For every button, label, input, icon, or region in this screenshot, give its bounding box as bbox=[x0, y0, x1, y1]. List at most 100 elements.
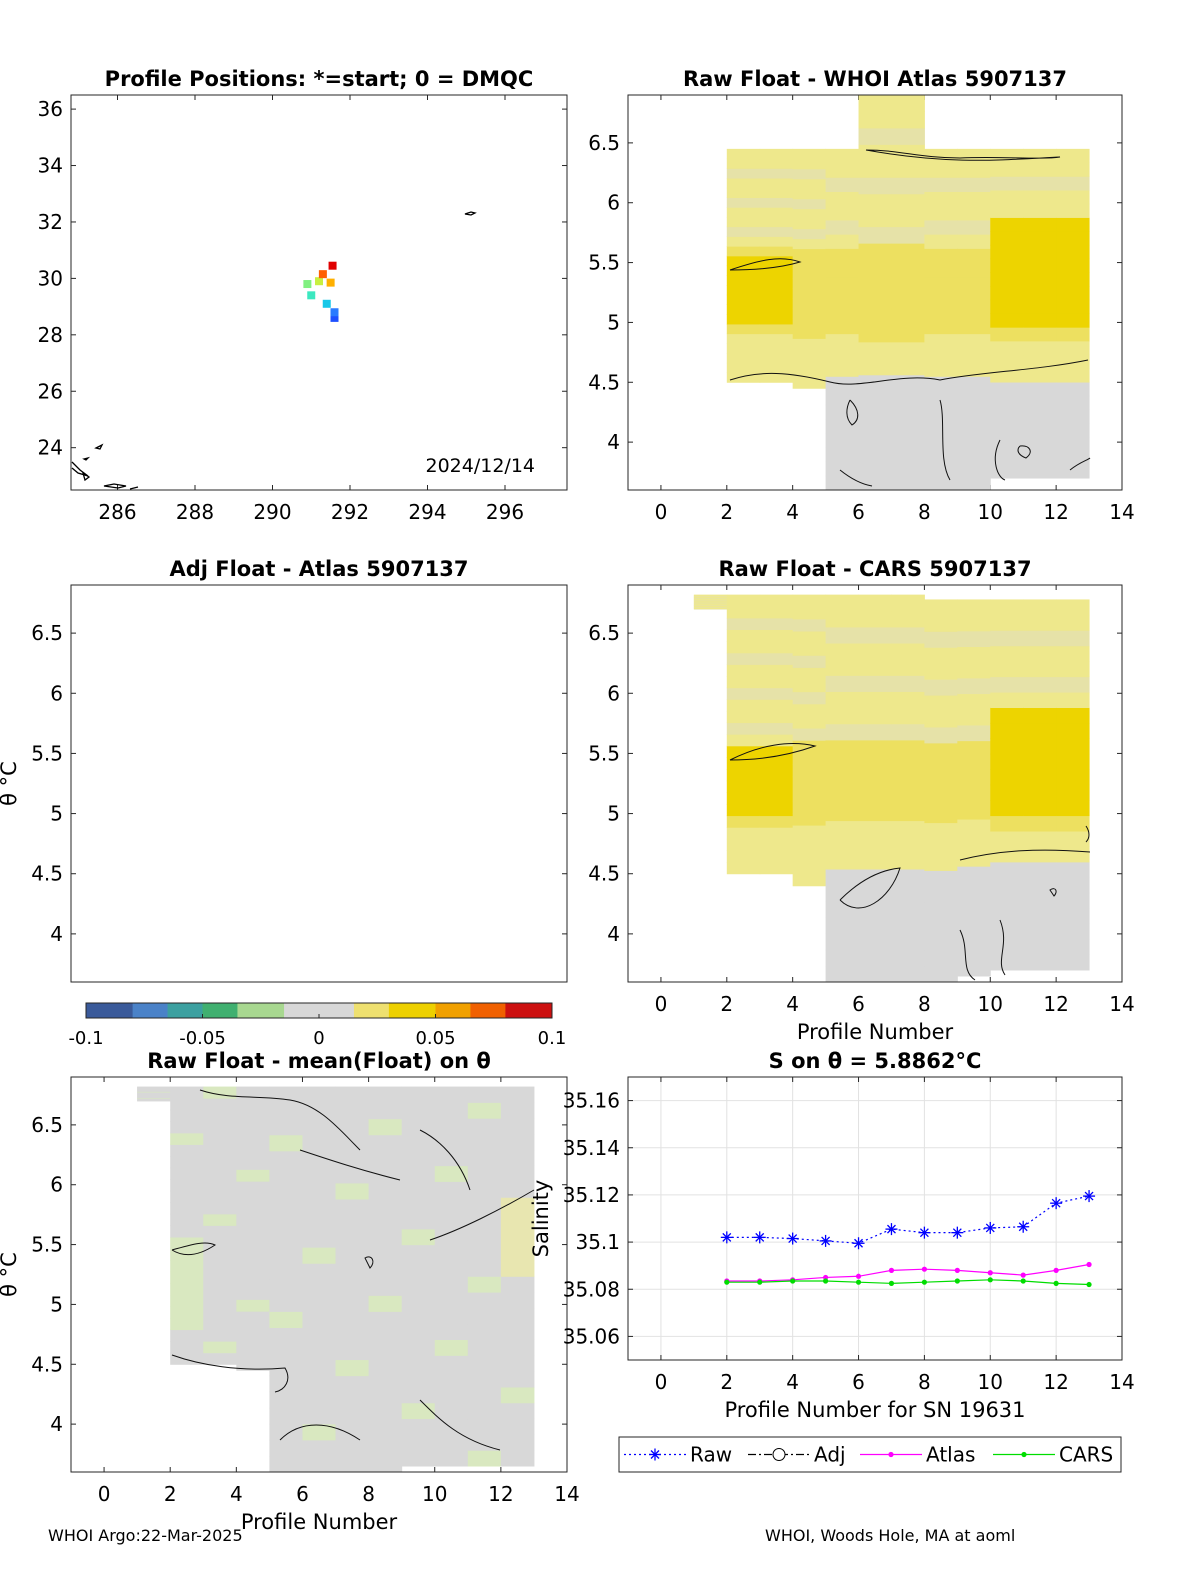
heatmap-cell bbox=[269, 1182, 303, 1200]
heatmap-cell bbox=[335, 1423, 370, 1441]
heatmap-cell bbox=[170, 1213, 204, 1226]
contour-line bbox=[1017, 445, 1031, 459]
data-point-cars bbox=[1020, 1278, 1026, 1284]
heatmap-cell bbox=[137, 1094, 171, 1097]
heatmap-cell bbox=[924, 291, 958, 306]
heatmap-cell bbox=[792, 158, 827, 170]
colorbar-tick-label: 0.05 bbox=[415, 1028, 455, 1049]
y-tick-label: 5 bbox=[607, 802, 620, 826]
heatmap-cell bbox=[434, 1149, 469, 1167]
heatmap-cell bbox=[990, 645, 1024, 662]
heatmap-cell bbox=[236, 1169, 270, 1182]
heatmap-cell bbox=[269, 1134, 303, 1152]
heatmap-cell bbox=[924, 790, 958, 808]
heatmap-cell bbox=[759, 617, 794, 631]
x-tick-label: 4 bbox=[786, 1370, 799, 1394]
heatmap-cell bbox=[957, 305, 991, 320]
heatmap-cell bbox=[759, 792, 794, 805]
heatmap-cell bbox=[693, 597, 728, 599]
heatmap-cell bbox=[825, 234, 860, 249]
data-point-atlas bbox=[954, 1267, 960, 1273]
heatmap-cell bbox=[990, 614, 1024, 631]
heatmap-cell bbox=[924, 418, 958, 434]
heatmap-cell bbox=[1023, 661, 1057, 678]
heatmap-cell bbox=[467, 1371, 502, 1388]
position-point bbox=[315, 277, 323, 286]
heatmap-cell bbox=[401, 1292, 436, 1309]
colorbar-cell bbox=[377, 1003, 390, 1018]
heatmap-cell bbox=[957, 881, 991, 899]
y-tick-label: 4.5 bbox=[31, 1352, 63, 1376]
heatmap-cell bbox=[924, 918, 958, 935]
y-tick-label: 4 bbox=[50, 922, 63, 946]
legend-label: Atlas bbox=[926, 1443, 975, 1467]
data-point-cars bbox=[823, 1278, 829, 1284]
heatmap-cell bbox=[759, 187, 794, 198]
y-tick-label: 6 bbox=[607, 191, 620, 215]
heatmap-cell bbox=[434, 1418, 469, 1435]
heatmap-cell bbox=[1023, 877, 1057, 894]
heatmap-cell bbox=[924, 404, 958, 420]
heatmap-cell bbox=[726, 769, 761, 782]
heatmap-cell bbox=[792, 715, 827, 729]
legend-marker bbox=[888, 1451, 894, 1458]
heatmap-cell bbox=[759, 314, 794, 325]
heatmap-cell bbox=[792, 655, 827, 668]
heatmap-cell bbox=[990, 954, 1024, 971]
heatmap-cell bbox=[858, 259, 892, 277]
heatmap-cell bbox=[368, 1102, 403, 1120]
heatmap-cell bbox=[693, 605, 728, 607]
heatmap-cell bbox=[1023, 203, 1057, 218]
heatmap-cell bbox=[1056, 692, 1090, 709]
x-tick-label: 294 bbox=[408, 500, 446, 524]
heatmap-cell bbox=[792, 825, 827, 838]
heatmap-cell bbox=[759, 862, 794, 875]
heatmap-cell bbox=[726, 862, 761, 875]
heatmap-cell bbox=[1056, 217, 1090, 232]
heatmap-cell bbox=[858, 788, 892, 805]
heatmap-cell bbox=[792, 188, 827, 200]
heatmap-cell bbox=[203, 1121, 237, 1134]
heatmap-cell bbox=[368, 1327, 403, 1345]
date-annotation: 2024/12/14 bbox=[425, 455, 535, 477]
colorbar-cell bbox=[190, 1003, 203, 1018]
heatmap-cell bbox=[693, 607, 728, 609]
heatmap-cell bbox=[957, 333, 991, 349]
heatmap-cell bbox=[858, 836, 892, 854]
heatmap-cell bbox=[726, 629, 761, 642]
heatmap-cell bbox=[693, 603, 728, 605]
heatmap-cell bbox=[957, 850, 991, 867]
heatmap-cell bbox=[203, 1341, 237, 1354]
heatmap-cell bbox=[1023, 769, 1057, 786]
heatmap-cell bbox=[1056, 368, 1090, 383]
heatmap-cell bbox=[500, 1197, 535, 1214]
heatmap-cell bbox=[368, 1439, 403, 1457]
heatmap-cell bbox=[203, 1156, 237, 1169]
footer-right: WHOI, Woods Hole, MA at aoml bbox=[765, 1526, 1016, 1545]
heatmap-cell bbox=[269, 1231, 303, 1248]
contour-line bbox=[939, 399, 1006, 481]
heatmap-cell bbox=[500, 1228, 535, 1246]
chart-title: Raw Float - CARS 5907137 bbox=[718, 557, 1031, 581]
heatmap-cell bbox=[957, 944, 991, 961]
plot-frame bbox=[627, 1076, 1123, 1361]
star-stroke bbox=[985, 1223, 995, 1233]
heatmap-cell bbox=[693, 595, 728, 597]
data-point-cars bbox=[724, 1279, 730, 1285]
heatmap-cell bbox=[924, 647, 958, 664]
heatmap-cell bbox=[957, 897, 991, 914]
y-tick-label: 34 bbox=[38, 154, 63, 178]
heatmap-cell bbox=[1056, 286, 1090, 301]
colorbar-cell bbox=[214, 1003, 227, 1018]
heatmap-cell bbox=[957, 404, 991, 420]
heatmap-cell bbox=[401, 1118, 436, 1135]
heatmap-cell bbox=[924, 695, 958, 712]
heatmap-cell bbox=[1056, 877, 1090, 894]
heatmap-cell bbox=[792, 298, 827, 309]
heatmap-cell bbox=[170, 1236, 204, 1250]
heatmap-cell bbox=[1056, 738, 1090, 755]
heatmap-cell bbox=[726, 710, 761, 724]
y-tick-label: 30 bbox=[38, 266, 63, 290]
heatmap-cell bbox=[1056, 769, 1090, 786]
y-tick-label: 6.5 bbox=[588, 621, 620, 645]
